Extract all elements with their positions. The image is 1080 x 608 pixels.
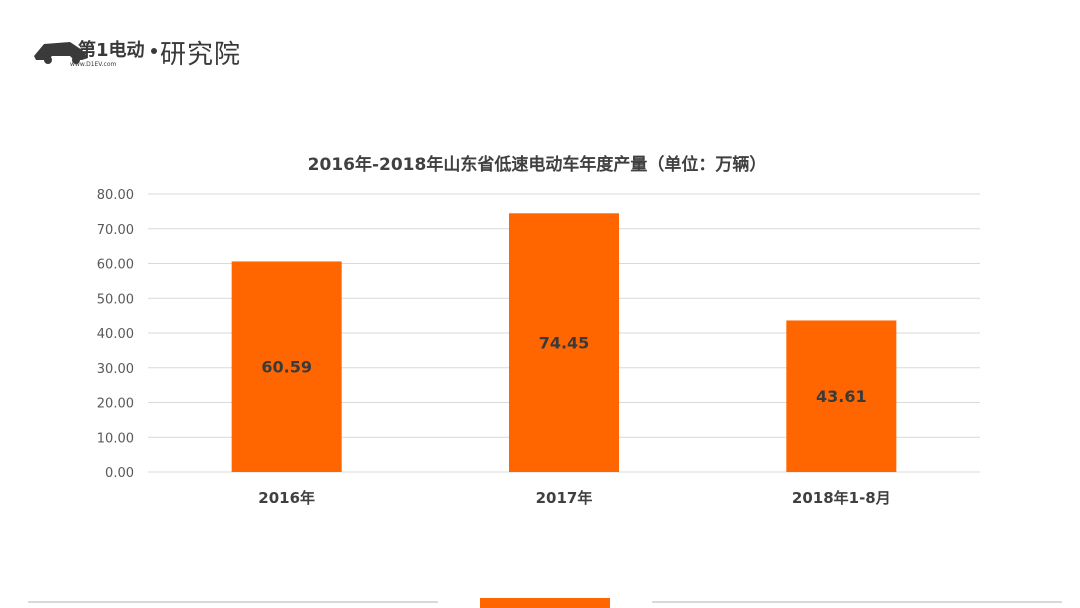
y-tick-label: 40.00 (97, 327, 134, 342)
footer-line-left (28, 601, 438, 603)
bar-data-label: 43.61 (816, 387, 867, 406)
data-labels: 60.59 74.45 43.61 (261, 334, 866, 407)
car-logo-icon: 第1电动 www.D1EV.com (34, 39, 157, 68)
y-tick-label: 20.00 (97, 397, 134, 412)
y-tick-label: 50.00 (97, 292, 134, 307)
bar (231, 261, 342, 472)
y-tick-label: 80.00 (97, 188, 134, 203)
bars (231, 213, 897, 472)
bar-data-label: 60.59 (261, 358, 312, 377)
logo-mark-text: 第1电动 (78, 39, 145, 61)
logo-brand-text: 研究院 (160, 40, 242, 70)
y-axis-ticks: 0.00 10.00 20.00 30.00 40.00 50.00 60.00 70.00 8… (97, 188, 134, 481)
y-tick-label: 0.00 (105, 466, 134, 481)
footer-line-right (652, 601, 1062, 603)
footer-accent-block (480, 598, 610, 608)
chart-title: 2016年-2018年山东省低速电动车年度产量（单位：万辆） (308, 154, 767, 175)
x-axis-categories: 2016年 2017年 2018年1-8月 (258, 489, 890, 507)
logo: 第1电动 www.D1EV.com 研究院 (30, 30, 290, 72)
bar (509, 213, 619, 472)
x-category-label: 2018年1-8月 (792, 489, 891, 507)
bar (786, 320, 897, 472)
x-category-label: 2016年 (258, 489, 315, 507)
x-category-label: 2017年 (536, 489, 593, 507)
y-tick-label: 70.00 (97, 223, 134, 238)
y-tick-label: 10.00 (97, 431, 134, 446)
logo-tagline: www.D1EV.com (70, 61, 117, 68)
y-tick-label: 60.00 (97, 258, 134, 273)
y-tick-label: 30.00 (97, 362, 134, 377)
bar-data-label: 74.45 (539, 334, 590, 353)
